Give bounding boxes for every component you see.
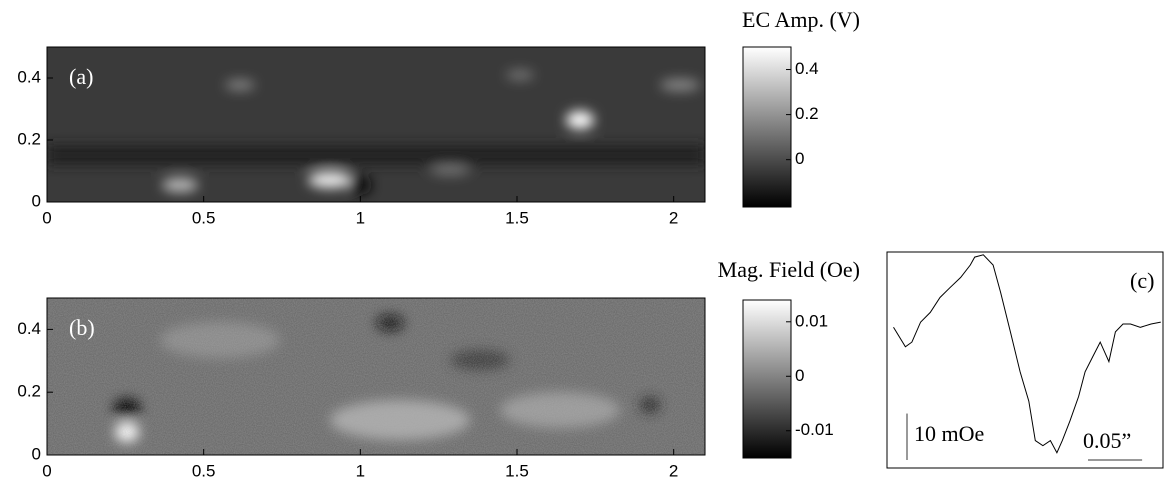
scale-bar-label: 10 mOe <box>914 421 984 446</box>
panel-label: (b) <box>69 315 95 340</box>
colorbar-tick-label: 0.01 <box>795 311 828 330</box>
panel-c-frame <box>886 251 1164 469</box>
y-tick-label: 0.4 <box>17 67 41 86</box>
colorbar-title: EC Amp. (V) <box>742 7 860 32</box>
y-tick-label: 0.2 <box>17 382 41 401</box>
x-tick-label: 0.5 <box>192 208 216 227</box>
panel-label: (c) <box>1130 268 1154 293</box>
colorbar-tick-label: 0 <box>795 149 804 168</box>
x-tick-label: 0.5 <box>192 461 216 480</box>
y-tick-label: 0.2 <box>17 129 41 148</box>
y-tick-label: 0 <box>32 444 41 463</box>
x-tick-label: 2 <box>669 461 678 480</box>
colorbar <box>742 46 792 208</box>
plot-frame <box>46 46 706 203</box>
x-tick-label: 0 <box>42 461 51 480</box>
colorbar <box>742 299 792 459</box>
colorbar-tick-label: 0.2 <box>795 104 819 123</box>
x-tick-label: 2 <box>669 208 678 227</box>
trace <box>893 254 1161 454</box>
x-tick-label: 0 <box>42 208 51 227</box>
colorbar-tick-label: 0 <box>795 366 804 385</box>
colorbar-tick-label: 0.4 <box>795 59 819 78</box>
x-tick-label: 1.5 <box>505 461 529 480</box>
heatmap-image-b <box>47 298 705 455</box>
x-tick-label: 1 <box>356 208 365 227</box>
y-tick-label: 0 <box>32 191 41 210</box>
panel-label: (a) <box>69 64 93 89</box>
x-tick-label: 1 <box>356 461 365 480</box>
plot-frame <box>46 297 706 456</box>
colorbar-tick-label: -0.01 <box>795 420 834 439</box>
scale-bar-label: 0.05” <box>1083 428 1131 453</box>
x-tick-label: 1.5 <box>505 208 529 227</box>
y-tick-label: 0.4 <box>17 319 41 338</box>
heatmap-image-a <box>47 47 705 202</box>
colorbar-title: Mag. Field (Oe) <box>718 257 860 282</box>
